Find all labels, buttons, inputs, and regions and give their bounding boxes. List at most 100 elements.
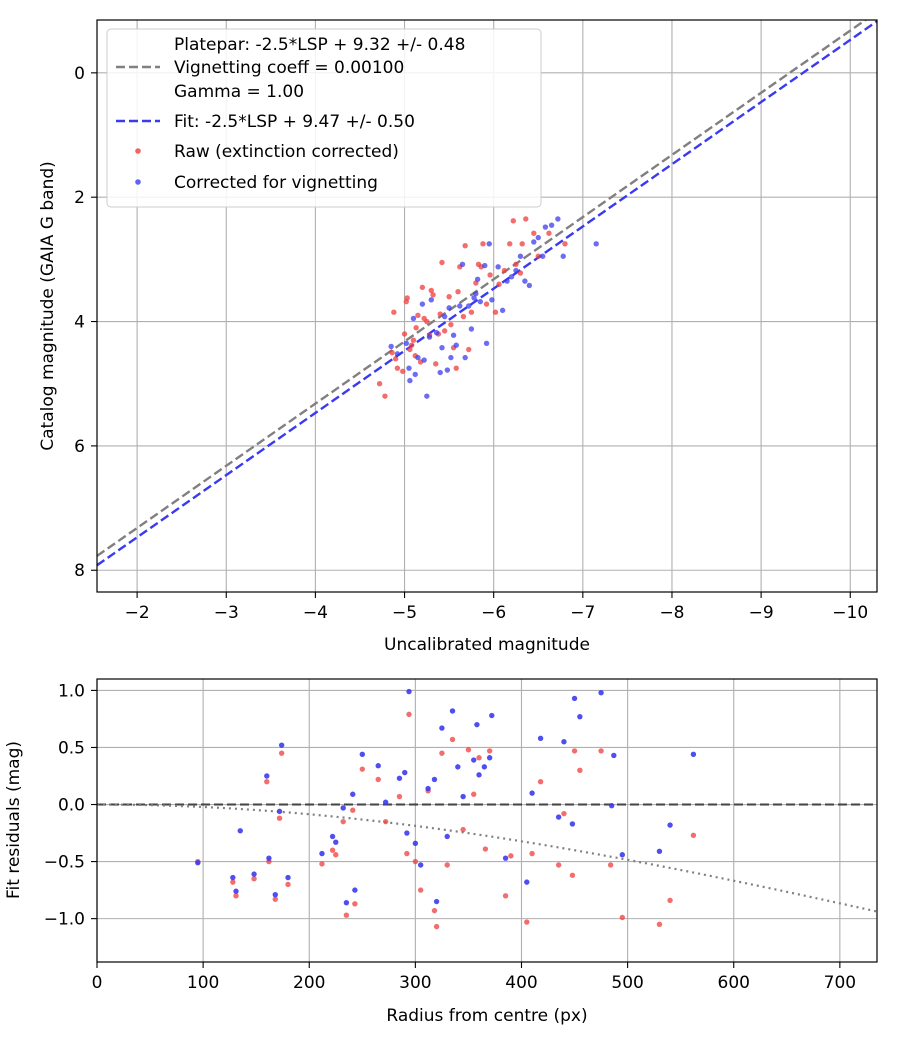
bottom-data-point	[474, 721, 480, 728]
bottom-data-point	[690, 751, 697, 758]
top-data-point	[513, 267, 519, 274]
top-data-point	[460, 313, 467, 320]
top-data-point	[439, 344, 445, 351]
bottom-data-point	[508, 853, 514, 859]
legend-entries: Platepar: -2.5*LSP + 9.32 +/- 0.48 Vignet…	[116, 35, 465, 193]
top-x-tick-label: −6	[481, 603, 506, 623]
bottom-data-point	[404, 850, 410, 857]
bottom-y-tick-label: −0.5	[44, 853, 85, 873]
top-legend: Platepar: -2.5*LSP + 9.32 +/- 0.48 Vignet…	[106, 28, 542, 208]
bottom-data-point	[529, 850, 535, 857]
top-data-point	[526, 282, 533, 289]
top-x-tick-label: −4	[303, 603, 328, 623]
bottom-data-point	[656, 848, 663, 855]
bottom-data-point	[329, 847, 336, 853]
bottom-data-point	[619, 852, 626, 858]
bottom-data-point	[230, 879, 236, 885]
bottom-x-tick-label: 400	[505, 973, 537, 993]
top-data-point	[450, 332, 457, 338]
top-data-point	[441, 313, 448, 320]
top-data-point	[408, 342, 415, 348]
bottom-data-point	[396, 793, 403, 800]
top-data-point	[457, 303, 463, 309]
bottom-data-point	[264, 773, 270, 779]
bottom-data-point	[537, 735, 544, 742]
top-data-point	[483, 340, 490, 347]
bottom-data-point	[607, 862, 614, 868]
bottom-data-point	[402, 769, 408, 776]
bottom-data-point	[667, 822, 673, 828]
bottom-data-point	[439, 750, 445, 756]
top-data-point	[517, 270, 524, 276]
bottom-data-point	[555, 814, 562, 820]
bottom-data-point	[276, 808, 283, 815]
top-data-point	[508, 274, 515, 280]
top-data-point	[474, 276, 481, 282]
top-data-point	[466, 303, 472, 309]
top-data-point	[394, 351, 401, 357]
top-data-point	[382, 393, 388, 399]
bottom-data-point	[431, 776, 438, 783]
top-data-point	[444, 367, 451, 373]
bottom-data-point	[555, 862, 562, 868]
top-data-point	[410, 337, 417, 343]
top-data-point	[482, 262, 488, 269]
top-data-point	[510, 218, 516, 224]
bottom-lines-clipped	[97, 803, 877, 913]
top-x-tick-label: −3	[214, 603, 239, 623]
top-data-point	[535, 234, 541, 241]
top-data-point	[424, 393, 430, 399]
bottom-plot: 0 100 200 300 400 500 600 7001.00.50.0−0.5−1.0 …	[4, 678, 878, 1026]
bottom-data-point	[285, 874, 291, 881]
bottom-data-point	[396, 775, 403, 781]
top-data-point	[419, 301, 426, 307]
top-data-point	[403, 340, 410, 347]
top-data-point	[513, 261, 519, 268]
top-fit-lines	[97, 20, 877, 567]
bottom-data-point	[502, 893, 509, 899]
bottom-data-point	[251, 875, 257, 882]
bottom-data-point	[352, 901, 358, 907]
bottom-data-point	[481, 764, 488, 770]
top-data-point	[459, 261, 466, 268]
bottom-data-point	[529, 790, 535, 796]
top-data-point	[489, 297, 495, 303]
top-data-point	[400, 368, 406, 374]
bottom-x-tick-label: 100	[187, 973, 219, 993]
top-data-point	[522, 278, 528, 284]
top-x-tick-label: −9	[749, 603, 774, 623]
top-data-point	[407, 377, 413, 384]
bottom-data-point	[266, 855, 272, 861]
bottom-reference-lines	[97, 803, 877, 913]
bottom-y-tick-label: 1.0	[58, 681, 85, 701]
top-data-point	[424, 318, 430, 325]
top-data-point	[406, 365, 412, 371]
bottom-data-point	[471, 757, 477, 763]
top-data-point	[410, 315, 417, 322]
bottom-data-point	[417, 862, 424, 868]
bottom-data-point	[524, 919, 530, 925]
top-data-point	[535, 253, 541, 259]
bottom-data-point	[352, 887, 358, 893]
bottom-data-point	[233, 893, 239, 899]
bottom-data-point	[412, 840, 419, 847]
bottom-data-point	[577, 713, 583, 720]
top-data-point	[404, 295, 410, 301]
top-x-tick-label: −2	[125, 603, 150, 623]
top-data-point	[421, 357, 427, 363]
bottom-data-point	[571, 748, 578, 754]
top-axes-frame	[96, 19, 878, 593]
legend-entry-label: Fit: -2.5*LSP + 9.47 +/- 0.50	[174, 112, 415, 132]
bottom-data-point	[569, 821, 576, 827]
bottom-data-point	[412, 858, 419, 865]
bottom-data-point	[382, 818, 389, 825]
top-data-point	[480, 241, 486, 247]
top-data-point	[412, 371, 418, 378]
bottom-data-point	[465, 747, 472, 753]
top-data-point	[466, 346, 472, 353]
top-data-point	[391, 309, 397, 315]
bottom-data-point	[276, 815, 283, 821]
bottom-y-axis-label: Fit residuals (mag)	[4, 741, 24, 899]
bottom-data-point	[569, 872, 576, 878]
bottom-data-point	[444, 862, 450, 868]
